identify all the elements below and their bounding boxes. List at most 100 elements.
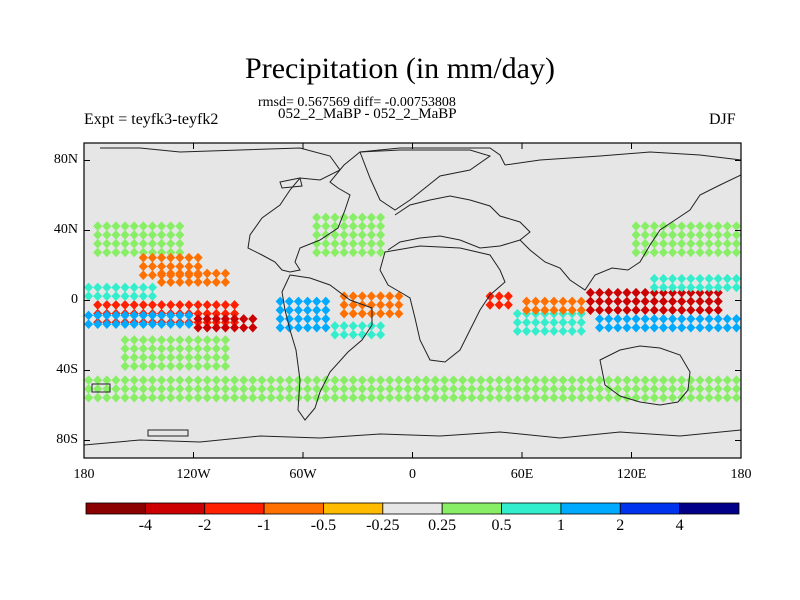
anomaly-cell xyxy=(257,384,267,394)
anomaly-cell xyxy=(731,247,741,258)
colorbar-label: 2 xyxy=(616,517,625,534)
anomaly-cell xyxy=(321,296,331,307)
anomaly-cell xyxy=(366,392,376,403)
anomaly-cell xyxy=(348,392,358,403)
anomaly-cell xyxy=(668,314,678,324)
anomaly-cell xyxy=(157,270,167,280)
anomaly-cell xyxy=(604,314,614,324)
anomaly-cell xyxy=(175,261,185,272)
anomaly-cell xyxy=(677,273,687,284)
anomaly-cell xyxy=(376,392,386,403)
anomaly-cell xyxy=(147,352,157,363)
anomaly-cell xyxy=(549,326,559,336)
anomaly-region xyxy=(585,287,723,315)
anomaly-cell xyxy=(558,305,568,315)
anomaly-cell xyxy=(595,375,605,385)
anomaly-cell xyxy=(713,322,723,333)
colorbar-swatch xyxy=(263,502,324,515)
anomaly-cell xyxy=(704,282,714,293)
anomaly-cell xyxy=(357,384,367,394)
anomaly-cell xyxy=(202,352,212,363)
anomaly-cell xyxy=(220,277,230,287)
anomaly-cell xyxy=(403,384,413,394)
anomaly-cell xyxy=(211,361,221,371)
anomaly-cell xyxy=(129,343,139,354)
anomaly-cell xyxy=(704,296,714,307)
anomaly-cell xyxy=(138,238,148,249)
anomaly-cell xyxy=(111,310,121,321)
anomaly-cell xyxy=(157,252,167,263)
anomaly-cell xyxy=(366,308,376,319)
anomaly-cell xyxy=(668,282,678,293)
anomaly-cell xyxy=(166,261,176,272)
anomaly-cell xyxy=(394,375,404,385)
anomaly-cell xyxy=(512,326,522,336)
anomaly-cell xyxy=(312,221,322,231)
anomaly-cell xyxy=(558,392,568,403)
anomaly-cell xyxy=(503,392,513,403)
anomaly-cell xyxy=(713,247,723,258)
anomaly-cell xyxy=(175,352,185,363)
anomaly-cell xyxy=(111,384,121,394)
anomaly-cell xyxy=(522,296,532,307)
anomaly-cell xyxy=(193,270,203,280)
anomaly-cell xyxy=(394,384,404,394)
anomaly-cell xyxy=(604,296,614,307)
anomaly-cell xyxy=(668,296,678,307)
anomaly-cell xyxy=(184,392,194,403)
anomaly-cell xyxy=(166,247,176,258)
x-tick-label: 0 xyxy=(409,467,416,482)
anomaly-cell xyxy=(722,384,732,394)
anomaly-cell xyxy=(640,392,650,403)
anomaly-cell xyxy=(686,314,696,324)
anomaly-cell xyxy=(220,335,230,345)
anomaly-cell xyxy=(102,310,112,321)
anomaly-cell xyxy=(111,230,121,240)
anomaly-cell xyxy=(230,375,240,385)
anomaly-cell xyxy=(138,291,148,301)
anomaly-cell xyxy=(677,314,687,324)
anomaly-cell xyxy=(677,282,687,293)
anomaly-cell xyxy=(93,384,103,394)
anomaly-cell xyxy=(686,238,696,249)
colorbar-swatch xyxy=(560,502,621,515)
anomaly-cell xyxy=(330,384,340,394)
anomaly-cell xyxy=(330,247,340,258)
anomaly-cell xyxy=(339,384,349,394)
anomaly-cell xyxy=(348,247,358,258)
anomaly-cell xyxy=(202,343,212,354)
anomaly-cell xyxy=(257,375,267,385)
anomaly-region xyxy=(312,212,386,258)
anomaly-cell xyxy=(339,321,349,331)
anomaly-cell xyxy=(549,305,559,315)
anomaly-cell xyxy=(175,247,185,258)
anomaly-cell xyxy=(211,322,221,333)
anomaly-cell xyxy=(385,375,395,385)
anomaly-cell xyxy=(713,314,723,324)
anomaly-cell xyxy=(604,322,614,333)
anomaly-cell xyxy=(184,361,194,371)
anomaly-cell xyxy=(230,314,240,324)
anomaly-cell xyxy=(312,238,322,249)
anomaly-cell xyxy=(166,230,176,240)
anomaly-cell xyxy=(230,322,240,333)
anomaly-region xyxy=(595,314,741,333)
colorbar-label: 1 xyxy=(556,517,565,534)
anomaly-cell xyxy=(366,329,376,340)
anomaly-cell xyxy=(649,296,659,307)
anomaly-cell xyxy=(713,384,723,394)
coastline-antarctica xyxy=(84,429,741,446)
anomaly-cell xyxy=(385,300,395,310)
anomaly-cell xyxy=(138,270,148,280)
anomaly-cell xyxy=(147,230,157,240)
anomaly-cell xyxy=(166,252,176,263)
anomaly-cell xyxy=(412,384,422,394)
anomaly-cell xyxy=(111,375,121,385)
anomaly-cell xyxy=(531,296,541,307)
anomaly-cell xyxy=(658,392,668,403)
anomaly-cell xyxy=(102,291,112,301)
anomaly-cell xyxy=(695,230,705,240)
anomaly-cell xyxy=(157,384,167,394)
anomaly-cell xyxy=(230,392,240,403)
anomaly-cell xyxy=(129,384,139,394)
